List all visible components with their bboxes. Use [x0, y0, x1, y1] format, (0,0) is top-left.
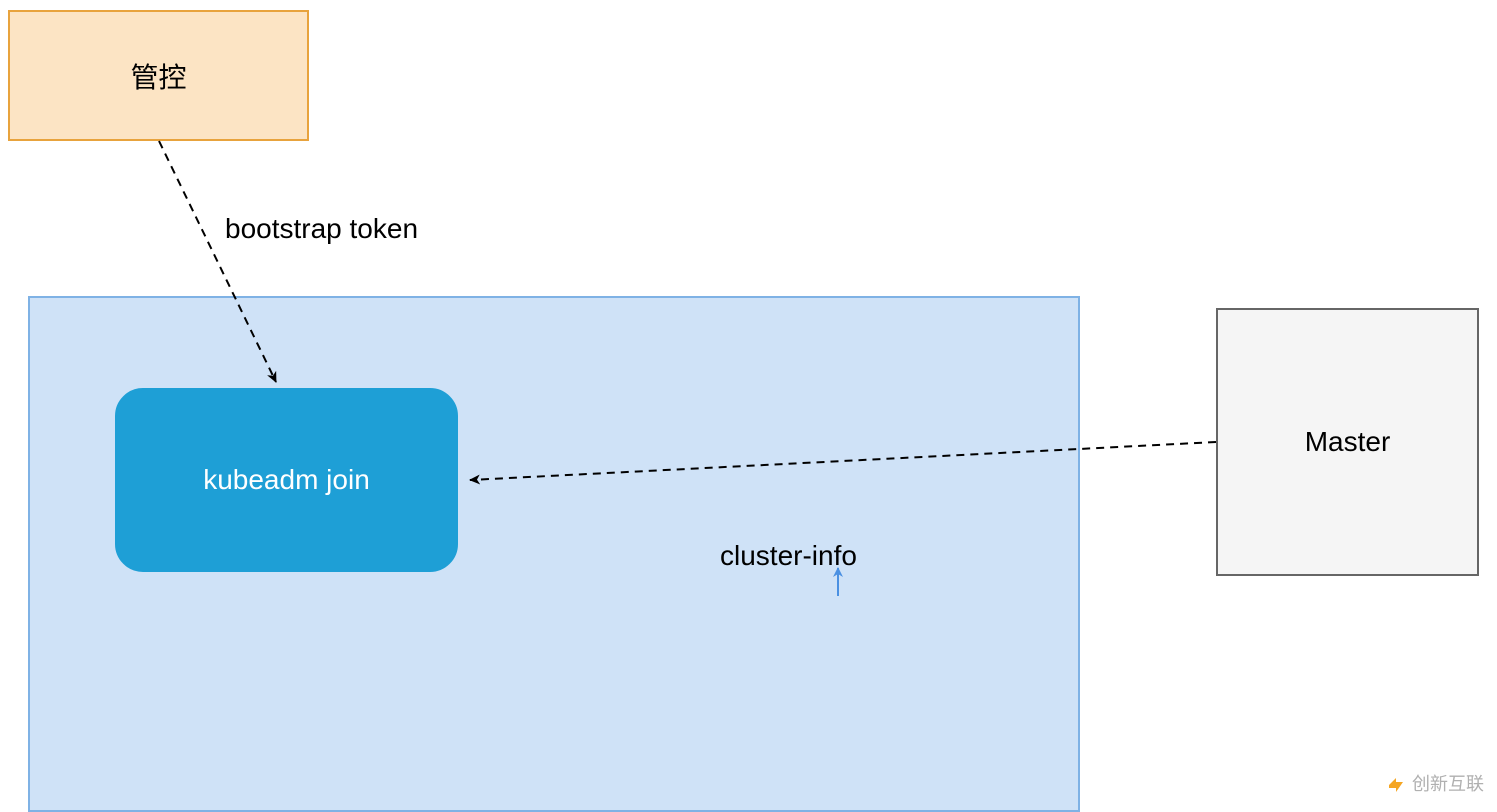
watermark-icon [1389, 778, 1403, 792]
master-label: Master [1305, 426, 1391, 458]
bootstrap-token-label: bootstrap token [225, 213, 418, 245]
kubeadm-join-label: kubeadm join [203, 464, 370, 496]
master-box: Master [1216, 308, 1479, 576]
watermark-text: 创新互联 [1412, 774, 1484, 794]
control-label: 管控 [130, 56, 186, 96]
cluster-info-label: cluster-info [720, 540, 857, 572]
control-box: 管控 [8, 10, 309, 141]
kubeadm-join-box: kubeadm join [115, 388, 458, 572]
watermark: 创新互联 [1385, 770, 1484, 796]
